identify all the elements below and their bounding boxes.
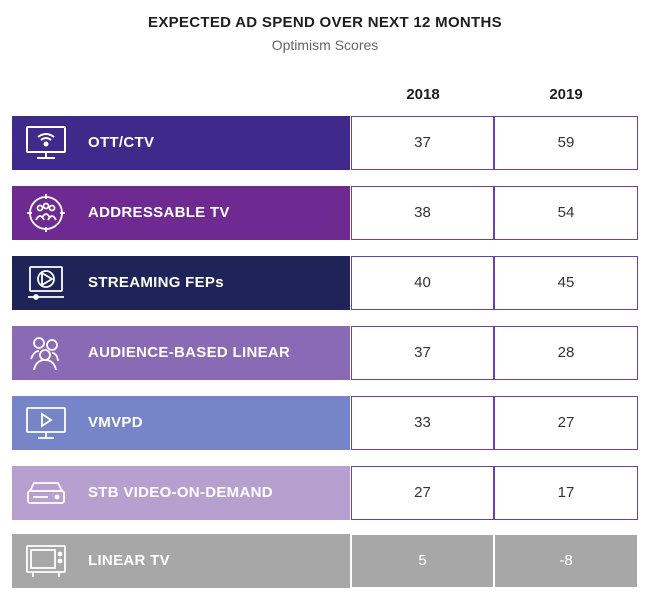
value-2019: 45	[494, 256, 638, 310]
value-2018: 27	[351, 466, 494, 520]
table-row-ott-ctv: OTT/CTV 37 59	[12, 116, 638, 170]
value-2019: 28	[494, 326, 638, 380]
value-2018: 37	[351, 116, 494, 170]
value-2019: -8	[494, 534, 638, 588]
column-header-2018: 2018	[406, 86, 440, 103]
row-label: AUDIENCE-BASED LINEAR	[88, 344, 291, 361]
row-label-box: ADDRESSABLE TV	[12, 186, 350, 240]
table-row-streaming-feps: STREAMING FEPs 40 45	[12, 256, 638, 310]
table-row-addressable-tv: ADDRESSABLE TV 38 54	[12, 186, 638, 240]
row-label: VMVPD	[88, 414, 143, 431]
audience-target-icon	[24, 193, 68, 233]
value-2019: 27	[494, 396, 638, 450]
column-header-2019: 2019	[549, 86, 583, 103]
row-label: ADDRESSABLE TV	[88, 204, 230, 221]
row-label-box: OTT/CTV	[12, 116, 350, 170]
value-2019: 54	[494, 186, 638, 240]
value-2018: 5	[351, 534, 494, 588]
television-icon	[24, 541, 68, 581]
row-label: OTT/CTV	[88, 134, 155, 151]
value-2018: 33	[351, 396, 494, 450]
row-label: LINEAR TV	[88, 552, 170, 569]
row-label-box: LINEAR TV	[12, 534, 350, 588]
table-row-linear-tv: LINEAR TV 5 -8	[12, 534, 638, 588]
table-row-vmvpd: VMVPD 33 27	[12, 396, 638, 450]
value-2019: 17	[494, 466, 638, 520]
set-top-box-icon	[24, 473, 68, 513]
value-2018: 38	[351, 186, 494, 240]
monitor-play-icon	[24, 403, 68, 443]
row-label-box: AUDIENCE-BASED LINEAR	[12, 326, 350, 380]
video-player-icon	[24, 263, 68, 303]
row-label: STREAMING FEPs	[88, 274, 224, 291]
row-label-box: VMVPD	[12, 396, 350, 450]
value-2018: 37	[351, 326, 494, 380]
people-group-icon	[24, 333, 68, 373]
table-row-audience-based-linear: AUDIENCE-BASED LINEAR 37 28	[12, 326, 638, 380]
value-2019: 59	[494, 116, 638, 170]
chart-title: EXPECTED AD SPEND OVER NEXT 12 MONTHS	[148, 14, 502, 31]
row-label: STB VIDEO-ON-DEMAND	[88, 484, 273, 501]
tv-wifi-icon	[24, 123, 68, 163]
row-label-box: STREAMING FEPs	[12, 256, 350, 310]
row-label-box: STB VIDEO-ON-DEMAND	[12, 466, 350, 520]
table-row-stb-video-on-demand: STB VIDEO-ON-DEMAND 27 17	[12, 466, 638, 520]
value-2018: 40	[351, 256, 494, 310]
chart-subtitle: Optimism Scores	[271, 37, 379, 53]
